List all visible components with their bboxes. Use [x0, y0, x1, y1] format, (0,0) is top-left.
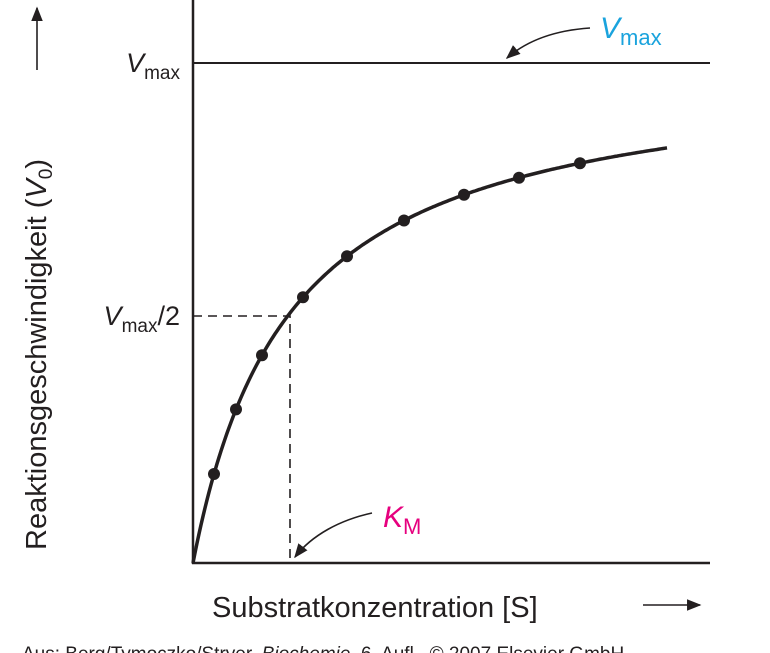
km-arrow — [294, 512, 373, 559]
symbol: V — [126, 48, 147, 78]
caption-rest: , 6. Aufl., © 2007 Elsevier GmbH — [350, 644, 624, 653]
subscript: 0 — [36, 169, 57, 180]
km-annotation: KM — [383, 501, 421, 539]
measurement-dot — [398, 214, 410, 227]
close: ) — [21, 159, 53, 169]
saturation-curve — [191, 146, 668, 564]
caption-source: Aus: Berg/Tymoczko/Stryer, — [22, 644, 262, 653]
caption-title: Biochemie — [262, 644, 351, 653]
subscript: M — [403, 514, 421, 539]
symbol: K — [383, 501, 405, 534]
y-axis-title: Reaktionsgeschwindigkeit (V0) — [21, 159, 57, 550]
caption: Aus: Berg/Tymoczko/Stryer, Biochemie, 6.… — [22, 644, 624, 653]
vmax-arrow — [505, 27, 591, 59]
symbol: V — [21, 177, 53, 199]
subscript: max — [144, 63, 180, 84]
curve-group — [191, 146, 668, 564]
half-max-guide — [193, 315, 291, 563]
measurement-dot — [513, 171, 525, 184]
symbol: V — [600, 12, 623, 45]
symbol: V — [104, 301, 125, 331]
measurement-dot — [458, 188, 470, 201]
measurement-dot — [230, 403, 242, 416]
subscript: max — [620, 25, 662, 50]
measurement-dot — [256, 349, 268, 362]
measurement-dot — [341, 250, 353, 263]
suffix: /2 — [157, 301, 180, 331]
x-axis-title: Substratkonzentration [S] — [212, 592, 538, 624]
subscript: max — [122, 316, 158, 337]
measurement-dot — [297, 291, 309, 304]
half-tick-label: Vmax/2 — [104, 301, 180, 337]
measurement-dot — [208, 468, 220, 480]
vmax-tick-label: Vmax — [126, 48, 180, 84]
vmax-annotation: Vmax — [600, 12, 662, 50]
measurement-dot — [574, 157, 586, 170]
label: Reaktionsgeschwindigkeit ( — [21, 198, 53, 550]
